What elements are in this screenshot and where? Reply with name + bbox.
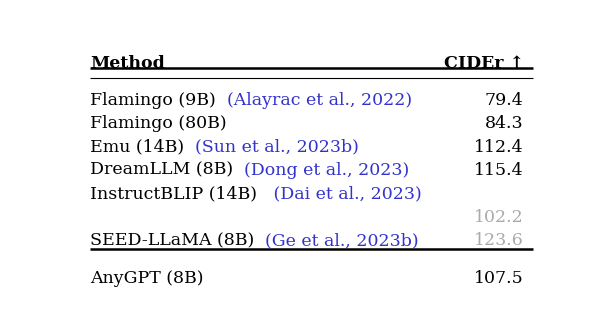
Text: 123.6: 123.6 [474,232,523,249]
Text: Flamingo (9B): Flamingo (9B) [90,92,216,109]
Text: (Alayrac et al., 2022): (Alayrac et al., 2022) [216,92,412,109]
Text: 84.3: 84.3 [485,115,523,132]
Text: InstructBLIP (14B): InstructBLIP (14B) [90,185,257,202]
Text: 115.4: 115.4 [474,162,523,179]
Text: (Ge et al., 2023b): (Ge et al., 2023b) [254,232,419,249]
Text: Emu (14B): Emu (14B) [90,139,184,156]
Text: (Sun et al., 2023b): (Sun et al., 2023b) [184,139,359,156]
Text: 107.5: 107.5 [474,270,523,287]
Text: (Dong et al., 2023): (Dong et al., 2023) [233,162,410,179]
Text: 112.4: 112.4 [474,139,523,156]
Text: (Dai et al., 2023): (Dai et al., 2023) [257,185,422,202]
Text: Flamingo (80B): Flamingo (80B) [90,115,227,132]
Text: CIDEr ↑: CIDEr ↑ [444,55,523,72]
Text: 102.2: 102.2 [474,209,523,226]
Text: 79.4: 79.4 [485,92,523,109]
Text: AnyGPT (8B): AnyGPT (8B) [90,270,204,287]
Text: SEED-LLaMA (8B): SEED-LLaMA (8B) [90,232,254,249]
Text: DreamLLM (8B): DreamLLM (8B) [90,162,233,179]
Text: Method: Method [90,55,165,72]
